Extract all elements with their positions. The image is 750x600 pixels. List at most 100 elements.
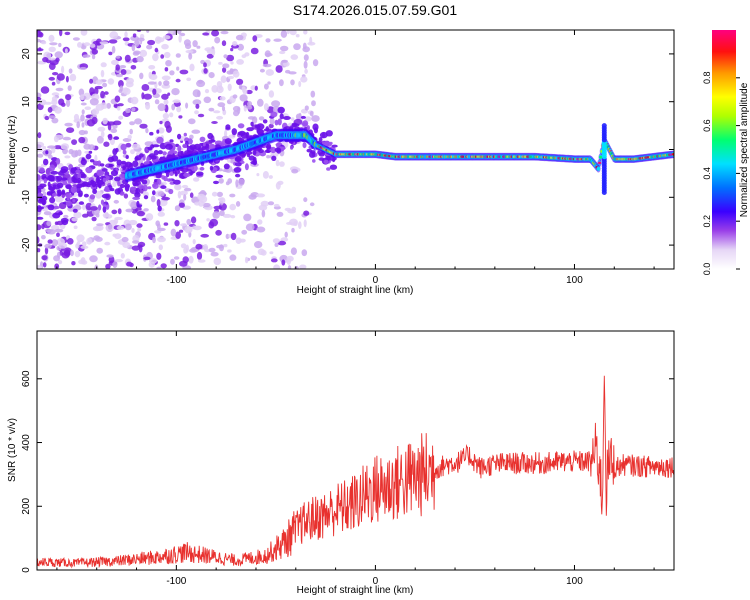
spectrogram-speckle xyxy=(226,54,235,62)
spectrogram-speckle xyxy=(277,240,287,246)
spectrogram-speckle xyxy=(161,75,171,81)
spectrogram-speckle xyxy=(293,221,298,227)
colorbar-tick-label: 0.2 xyxy=(702,215,712,228)
spectrogram-speckle xyxy=(247,116,255,120)
spectrogram-speckle xyxy=(189,248,197,253)
spectrogram-speckle xyxy=(158,244,163,251)
spectrogram-speckle xyxy=(51,92,60,96)
spectrogram-band-blob xyxy=(132,160,139,168)
spectrogram-band-blob xyxy=(97,179,105,185)
spectrogram-band-blob xyxy=(146,156,150,164)
spectrogram-speckle xyxy=(309,202,315,207)
spectrogram-band-blob xyxy=(231,128,237,136)
spectrogram-speckle xyxy=(280,30,288,38)
spectrogram-speckle xyxy=(298,80,302,88)
spectrogram-band-blob xyxy=(60,217,69,223)
spectrogram-speckle xyxy=(275,181,281,190)
spectrogram-speckle xyxy=(63,214,69,219)
spectrogram-speckle xyxy=(152,88,157,95)
spectrogram-speckle xyxy=(250,255,257,261)
spectrogram-speckle xyxy=(76,121,80,129)
spectrogram-band-blob xyxy=(234,162,242,167)
spectrogram-speckle xyxy=(219,96,226,101)
spectrogram-speckle xyxy=(82,213,89,218)
spectrogram-band-blob xyxy=(153,149,159,156)
spectrogram-speckle xyxy=(165,125,172,133)
spectrogram-speckle xyxy=(197,259,206,263)
spectrogram-speckle xyxy=(139,123,148,129)
spectrogram-speckle xyxy=(261,209,266,218)
spectrogram-speckle xyxy=(291,117,295,121)
spectrogram-speckle xyxy=(42,262,47,268)
spectrogram-speckle xyxy=(279,50,286,55)
spectrogram-speckle xyxy=(117,208,122,215)
spectrogram-speckle xyxy=(91,216,97,222)
spectrogram-speckle xyxy=(71,217,78,222)
spectrogram-speckle xyxy=(160,54,165,59)
spectrogram-band-blob xyxy=(94,183,102,187)
spectrogram-speckle xyxy=(154,36,162,44)
spectrogram-speckle xyxy=(262,63,272,68)
spectrogram-speckle xyxy=(108,39,118,44)
spectrogram-band-blob xyxy=(45,150,49,155)
spectrogram-band-blob xyxy=(113,136,120,140)
spectrogram-speckle xyxy=(92,226,102,232)
spectrogram-band-blob xyxy=(202,142,206,147)
spectrogram-speckle xyxy=(192,225,202,231)
spectrogram-speckle xyxy=(148,71,152,79)
spectrogram-speckle xyxy=(81,109,85,115)
spectrogram-band-blob xyxy=(37,216,44,220)
spectrogram-band-blob xyxy=(265,126,270,132)
spectrogram-band-blob xyxy=(196,171,204,176)
spectrogram-speckle xyxy=(229,68,234,72)
spectrogram-band-blob xyxy=(55,158,61,165)
spectrogram-band-blob xyxy=(168,188,174,195)
snr-y-tick-label: 600 xyxy=(21,370,32,387)
spectrogram-band-blob xyxy=(306,125,310,131)
spectrogram-speckle xyxy=(197,79,204,83)
spectrogram-band-blob xyxy=(52,192,58,197)
spectrogram-speckle xyxy=(238,178,245,186)
spectrogram-speckle xyxy=(281,259,286,266)
spectrogram-speckle xyxy=(122,87,131,95)
spectrogram-band-blob xyxy=(111,155,119,162)
spectrogram-speckle xyxy=(48,34,55,43)
spectrogram-speckle xyxy=(115,73,123,78)
spectrogram-speckle xyxy=(41,41,47,45)
spectrogram-speckle xyxy=(37,96,42,101)
spectrogram-band-blob xyxy=(244,163,249,171)
spectrogram-speckle xyxy=(268,123,274,129)
spectrogram-speckle xyxy=(157,211,165,217)
spectrogram-speckle xyxy=(94,154,98,163)
spectrogram-speckle xyxy=(120,253,125,259)
spectrogram-speckle xyxy=(203,96,212,104)
spectrogram-speckle xyxy=(185,43,192,50)
spectrogram-band-blob xyxy=(147,146,153,151)
spectrogram-speckle xyxy=(211,30,220,37)
spectrogram-speckle xyxy=(83,42,91,47)
spectrogram-speckle xyxy=(117,106,121,111)
spectrogram-speckle xyxy=(177,190,182,199)
spectrogram-speckle xyxy=(235,201,241,207)
spectrogram-speckle xyxy=(77,149,82,157)
spectrogram-speckle xyxy=(190,216,197,224)
spectrogram-speckle xyxy=(44,243,52,249)
spectrogram-band-blob xyxy=(58,211,63,216)
spectrogram-speckle xyxy=(115,55,121,59)
spectrogram-spike xyxy=(601,123,607,129)
spectrogram-speckle xyxy=(47,145,56,149)
spectrogram-speckle xyxy=(173,256,180,260)
spectrogram-band-blob xyxy=(279,113,284,120)
spectrogram-band-blob xyxy=(114,176,121,182)
spectrogram-ridge-core xyxy=(596,167,601,171)
spectrogram-speckle xyxy=(107,123,112,131)
spectrogram-band-blob xyxy=(85,153,92,160)
spectrogram-speckle xyxy=(139,72,144,80)
spectrogram-speckle xyxy=(125,208,134,213)
spectrogram-speckle xyxy=(64,31,71,36)
spectrogram-plot-area xyxy=(37,30,674,269)
spectrogram-speckle xyxy=(216,191,223,197)
spectrogram-band-blob xyxy=(49,197,56,204)
spectrogram-band-blob xyxy=(47,174,55,182)
